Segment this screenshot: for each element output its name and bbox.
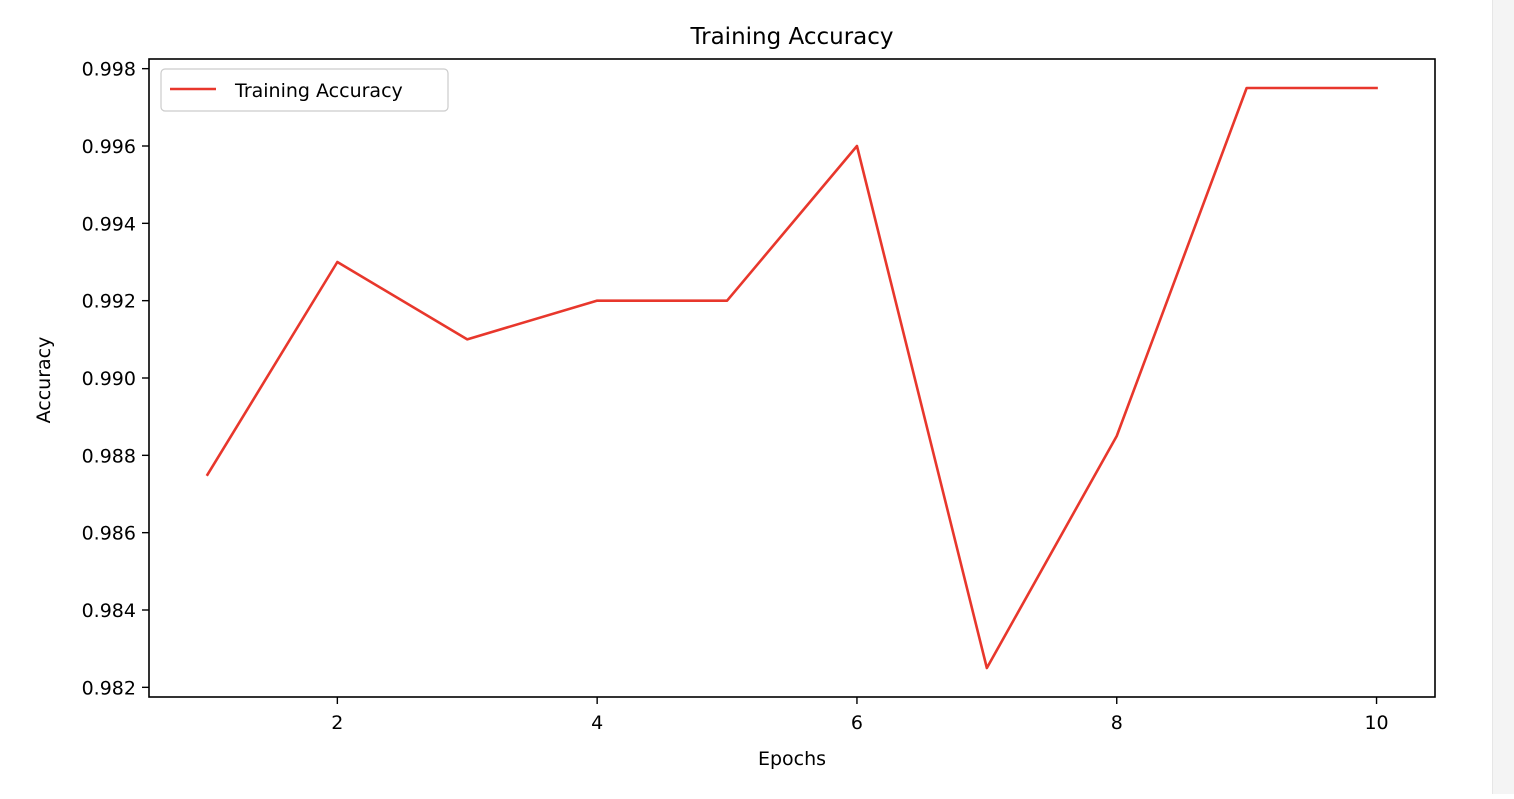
scrollbar-track[interactable] (1492, 0, 1514, 794)
data-point (596, 299, 599, 302)
y-tick-label: 0.994 (82, 213, 136, 235)
y-tick-label: 0.990 (82, 368, 136, 390)
data-point (856, 145, 859, 148)
x-tick-label: 2 (331, 712, 343, 734)
y-tick-label: 0.996 (82, 136, 136, 158)
data-point (1245, 87, 1248, 90)
y-tick-label: 0.988 (82, 445, 136, 467)
data-point (986, 667, 989, 670)
data-point (466, 338, 469, 341)
x-tick-label: 8 (1111, 712, 1123, 734)
data-point (1375, 87, 1378, 90)
y-tick-label: 0.986 (82, 523, 136, 545)
y-tick-label: 0.992 (82, 291, 136, 313)
x-tick-label: 10 (1364, 712, 1388, 734)
data-point (206, 473, 209, 476)
data-point (726, 299, 729, 302)
series-layer (205, 86, 1378, 670)
ticks-layer: 2 4 6 8 10 0.982 0.984 0.986 0.988 0.990 0.992 0.99… (82, 59, 1389, 734)
x-tick-label: 6 (851, 712, 863, 734)
data-point (336, 261, 339, 264)
y-tick-label: 0.984 (82, 600, 136, 622)
legend: Training Accuracy (160, 68, 449, 112)
y-tick-label: 0.982 (82, 677, 136, 699)
x-tick-label: 4 (591, 712, 603, 734)
legend-box (160, 68, 449, 112)
series-line-training-accuracy (205, 86, 1378, 670)
data-point (1115, 435, 1118, 438)
y-axis-label: Accuracy (33, 337, 55, 424)
chart-title: Training Accuracy (689, 24, 893, 50)
x-axis-label: Epochs (758, 748, 826, 770)
legend-label-training-accuracy: Training Accuracy (234, 80, 403, 102)
plot-frame (148, 58, 1436, 698)
y-tick-label: 0.998 (82, 59, 136, 81)
